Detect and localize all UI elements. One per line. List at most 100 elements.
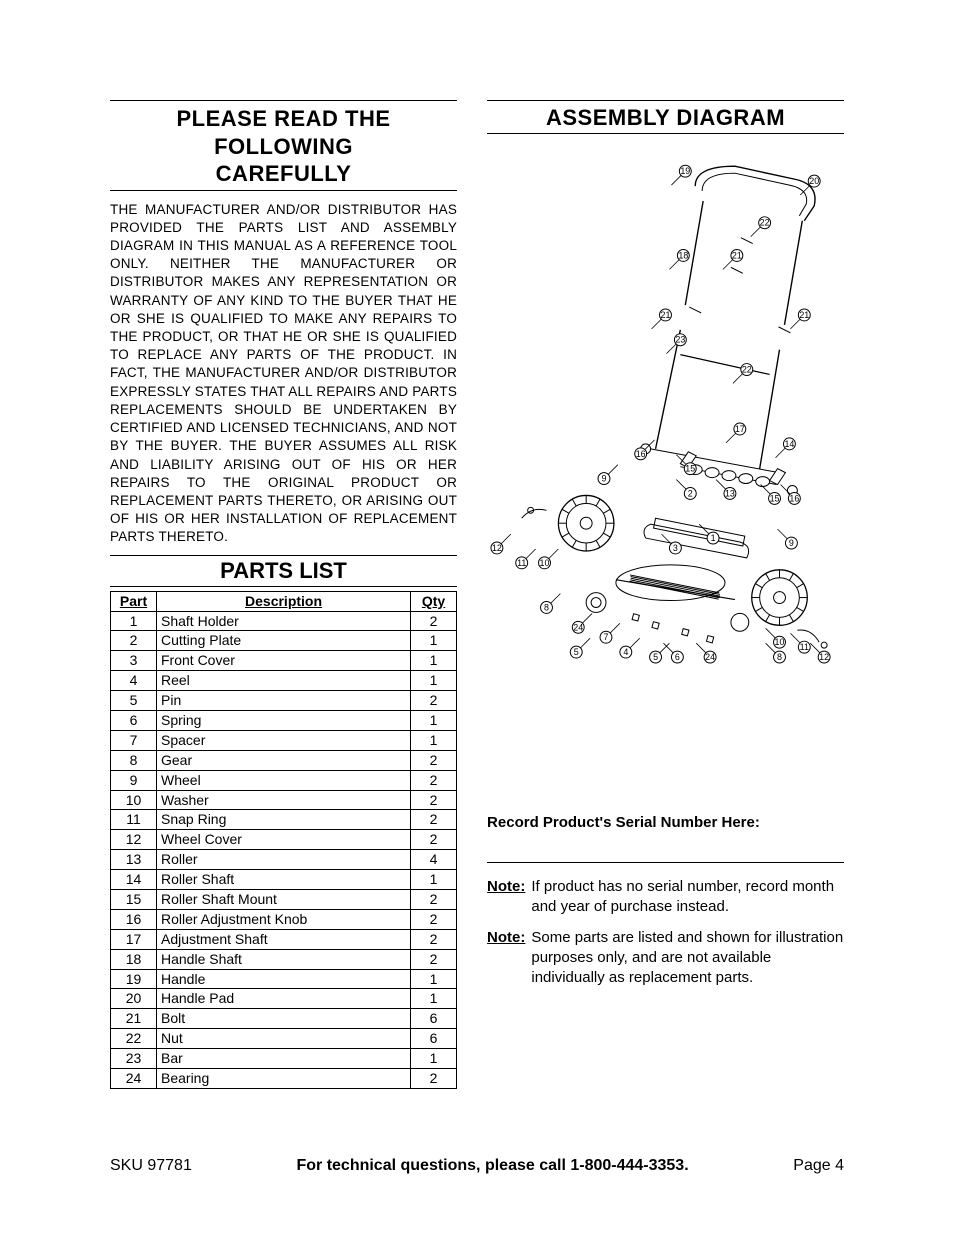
- cell-desc: Gear: [157, 750, 411, 770]
- assembly-heading: ASSEMBLY DIAGRAM: [487, 100, 844, 134]
- serial-title: Record Product's Serial Number Here:: [487, 814, 844, 831]
- parts-table: Part Description Qty 1Shaft Holder22Cutt…: [110, 591, 457, 1089]
- svg-text:24: 24: [573, 622, 583, 632]
- table-row: 16Roller Adjustment Knob2: [111, 909, 457, 929]
- cell-part: 8: [111, 750, 157, 770]
- cell-desc: Bearing: [157, 1069, 411, 1089]
- cell-part: 7: [111, 730, 157, 750]
- cell-desc: Nut: [157, 1029, 411, 1049]
- footer-page: Page 4: [793, 1157, 844, 1175]
- svg-text:22: 22: [742, 364, 752, 374]
- svg-text:13: 13: [725, 488, 735, 498]
- cell-desc: Cutting Plate: [157, 631, 411, 651]
- table-row: 23Bar1: [111, 1049, 457, 1069]
- left-heading: PLEASE READ THE FOLLOWING CAREFULLY: [110, 100, 457, 191]
- cell-part: 10: [111, 790, 157, 810]
- cell-desc: Pin: [157, 691, 411, 711]
- svg-text:5: 5: [574, 647, 579, 657]
- table-row: 22Nut6: [111, 1029, 457, 1049]
- cell-part: 12: [111, 830, 157, 850]
- table-row: 4Reel1: [111, 671, 457, 691]
- cell-desc: Roller Shaft Mount: [157, 890, 411, 910]
- cell-desc: Roller Adjustment Knob: [157, 909, 411, 929]
- svg-text:10: 10: [540, 558, 550, 568]
- table-row: 14Roller Shaft1: [111, 870, 457, 890]
- svg-text:11: 11: [800, 642, 809, 652]
- cell-desc: Handle: [157, 969, 411, 989]
- table-row: 11Snap Ring2: [111, 810, 457, 830]
- svg-text:21: 21: [732, 250, 742, 260]
- svg-text:22: 22: [760, 218, 770, 228]
- cell-desc: Roller Shaft: [157, 870, 411, 890]
- cell-qty: 1: [411, 969, 457, 989]
- table-row: 5Pin2: [111, 691, 457, 711]
- svg-text:16: 16: [789, 493, 799, 503]
- cell-desc: Adjustment Shaft: [157, 929, 411, 949]
- cell-qty: 2: [411, 770, 457, 790]
- cell-desc: Handle Pad: [157, 989, 411, 1009]
- cell-qty: 1: [411, 989, 457, 1009]
- table-row: 20Handle Pad1: [111, 989, 457, 1009]
- svg-text:17: 17: [735, 424, 745, 434]
- svg-text:9: 9: [789, 538, 794, 548]
- svg-text:21: 21: [799, 310, 809, 320]
- svg-text:12: 12: [819, 652, 829, 662]
- table-row: 3Front Cover1: [111, 651, 457, 671]
- cell-desc: Wheel: [157, 770, 411, 790]
- left-heading-line2: CAREFULLY: [216, 161, 352, 186]
- svg-text:3: 3: [673, 543, 678, 553]
- cell-desc: Wheel Cover: [157, 830, 411, 850]
- cell-desc: Bar: [157, 1049, 411, 1069]
- cell-part: 6: [111, 711, 157, 731]
- svg-text:6: 6: [675, 652, 680, 662]
- cell-qty: 1: [411, 651, 457, 671]
- serial-line: [487, 841, 844, 863]
- table-row: 8Gear2: [111, 750, 457, 770]
- svg-text:16: 16: [636, 449, 646, 459]
- cell-part: 13: [111, 850, 157, 870]
- cell-part: 23: [111, 1049, 157, 1069]
- table-row: 9Wheel2: [111, 770, 457, 790]
- cell-desc: Roller: [157, 850, 411, 870]
- th-desc: Description: [157, 591, 411, 611]
- parts-list-heading: PARTS LIST: [110, 555, 457, 587]
- table-row: 12Wheel Cover2: [111, 830, 457, 850]
- cell-qty: 2: [411, 909, 457, 929]
- cell-desc: Snap Ring: [157, 810, 411, 830]
- table-row: 19Handle1: [111, 969, 457, 989]
- table-row: 17Adjustment Shaft2: [111, 929, 457, 949]
- disclaimer-text: THE MANUFACTURER AND/OR DISTRIBUTOR HAS …: [110, 201, 457, 547]
- cell-part: 17: [111, 929, 157, 949]
- note-text-2: Some parts are listed and shown for illu…: [531, 928, 844, 989]
- cell-qty: 6: [411, 1029, 457, 1049]
- cell-qty: 2: [411, 790, 457, 810]
- footer-sku: SKU 97781: [110, 1157, 192, 1175]
- cell-qty: 2: [411, 830, 457, 850]
- cell-qty: 2: [411, 611, 457, 631]
- cell-desc: Reel: [157, 671, 411, 691]
- table-row: 24Bearing2: [111, 1069, 457, 1089]
- cell-part: 2: [111, 631, 157, 651]
- cell-desc: Spring: [157, 711, 411, 731]
- left-heading-line1: PLEASE READ THE FOLLOWING: [176, 106, 390, 159]
- svg-text:15: 15: [685, 464, 695, 474]
- footer-phone: For technical questions, please call 1-8…: [296, 1157, 688, 1175]
- cell-qty: 1: [411, 711, 457, 731]
- svg-text:23: 23: [675, 335, 685, 345]
- cell-part: 3: [111, 651, 157, 671]
- cell-qty: 2: [411, 691, 457, 711]
- svg-text:8: 8: [777, 652, 782, 662]
- table-row: 7Spacer1: [111, 730, 457, 750]
- cell-desc: Shaft Holder: [157, 611, 411, 631]
- cell-part: 14: [111, 870, 157, 890]
- cell-part: 1: [111, 611, 157, 631]
- svg-text:4: 4: [623, 647, 628, 657]
- th-qty: Qty: [411, 591, 457, 611]
- th-part: Part: [111, 591, 157, 611]
- svg-text:18: 18: [678, 250, 688, 260]
- cell-qty: 1: [411, 870, 457, 890]
- cell-qty: 1: [411, 671, 457, 691]
- svg-text:12: 12: [492, 543, 502, 553]
- svg-text:24: 24: [705, 652, 715, 662]
- table-row: 15Roller Shaft Mount2: [111, 890, 457, 910]
